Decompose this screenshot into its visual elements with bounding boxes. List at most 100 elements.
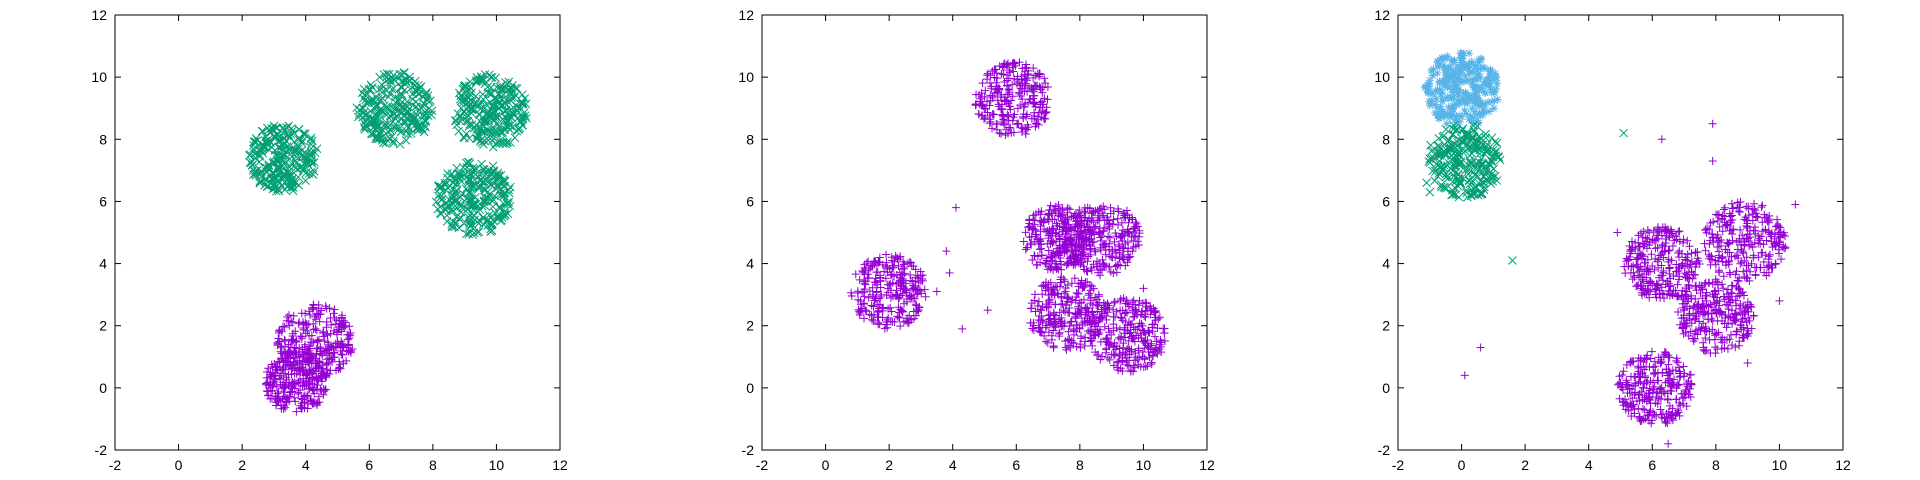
data-point: [1642, 391, 1651, 400]
series-1: [847, 58, 1169, 376]
data-point: [1443, 52, 1452, 61]
data-point: [482, 217, 491, 227]
data-point: [308, 305, 317, 314]
data-point: [873, 312, 882, 321]
data-point: [1029, 321, 1038, 330]
data-point: [1455, 117, 1464, 126]
data-point: [1124, 253, 1133, 262]
data-point: [1615, 372, 1624, 381]
data-point: [445, 171, 455, 181]
data-point: [1141, 336, 1150, 345]
data-point: [1107, 350, 1116, 359]
data-point: [1745, 316, 1754, 325]
data-point: [1131, 300, 1140, 309]
data-point: [366, 118, 376, 128]
y-tick-label: 8: [99, 131, 107, 147]
data-point: [1672, 381, 1681, 390]
data-point: [1680, 389, 1689, 398]
data-point: [883, 263, 892, 272]
data-point: [339, 322, 348, 331]
data-point: [1055, 234, 1064, 243]
data-point: [394, 94, 404, 104]
data-point: [285, 132, 294, 142]
data-point: [269, 132, 279, 141]
data-point: [1653, 224, 1662, 233]
data-point: [1086, 326, 1095, 335]
data-point: [1028, 324, 1037, 333]
data-point: [1136, 329, 1145, 338]
data-point: [1750, 238, 1759, 247]
data-point: [1627, 237, 1636, 246]
data-point: [339, 342, 348, 351]
data-point: [1466, 112, 1475, 121]
data-point: [1112, 341, 1121, 350]
outlier-point: [1460, 371, 1469, 380]
data-point: [505, 121, 515, 131]
data-point: [1454, 91, 1463, 100]
data-point: [257, 146, 266, 155]
data-point: [859, 277, 868, 286]
data-point: [287, 175, 297, 185]
data-point: [1718, 316, 1727, 325]
data-point: [1080, 216, 1089, 225]
data-point: [1147, 360, 1156, 369]
data-point: [1674, 227, 1683, 236]
data-point: [491, 111, 501, 121]
data-point: [1641, 373, 1650, 382]
data-point: [346, 346, 355, 355]
data-point: [1060, 319, 1069, 328]
data-point: [1474, 69, 1483, 78]
data-point: [295, 133, 304, 143]
data-point: [266, 174, 276, 184]
data-point: [1645, 293, 1654, 302]
data-point: [998, 111, 1007, 120]
data-point: [1075, 307, 1084, 316]
data-point: [483, 174, 492, 184]
data-point: [1710, 298, 1719, 307]
data-point: [987, 124, 996, 133]
data-point: [1121, 333, 1130, 342]
data-point: [1734, 277, 1743, 286]
data-point: [900, 285, 909, 294]
data-point: [882, 291, 891, 300]
data-point: [458, 84, 468, 94]
x-tick-label: 8: [1712, 457, 1720, 473]
data-point: [381, 138, 391, 148]
data-point: [1067, 225, 1076, 234]
data-point: [1711, 331, 1720, 340]
data-point: [1753, 213, 1762, 222]
data-point: [1721, 221, 1730, 230]
x-tick-label: 0: [822, 457, 830, 473]
data-point: [491, 139, 501, 148]
data-point: [276, 354, 285, 363]
data-point: [464, 229, 474, 239]
data-point: [1128, 247, 1137, 256]
data-point: [1436, 113, 1445, 122]
data-point: [1727, 199, 1736, 208]
series-1: [245, 68, 531, 240]
data-point: [1133, 237, 1142, 246]
outlier-point: [942, 247, 951, 256]
data-point: [1460, 129, 1470, 139]
data-point: [1649, 226, 1658, 235]
data-point: [503, 121, 513, 131]
data-point: [976, 94, 985, 103]
data-point: [1755, 236, 1764, 245]
data-point: [1433, 103, 1442, 112]
data-point: [291, 397, 300, 406]
data-point: [1457, 53, 1466, 62]
data-point: [1457, 112, 1466, 121]
data-point: [1737, 246, 1746, 255]
data-point: [1064, 294, 1073, 303]
data-point: [1134, 360, 1143, 369]
data-point: [1032, 230, 1041, 239]
data-point: [1440, 63, 1449, 72]
data-point: [1453, 61, 1462, 70]
data-point: [1134, 301, 1143, 310]
data-point: [275, 143, 285, 153]
data-point: [1629, 381, 1638, 390]
data-point: [1089, 208, 1098, 217]
data-point: [1668, 230, 1677, 239]
data-point: [298, 129, 308, 138]
data-point: [326, 329, 335, 338]
